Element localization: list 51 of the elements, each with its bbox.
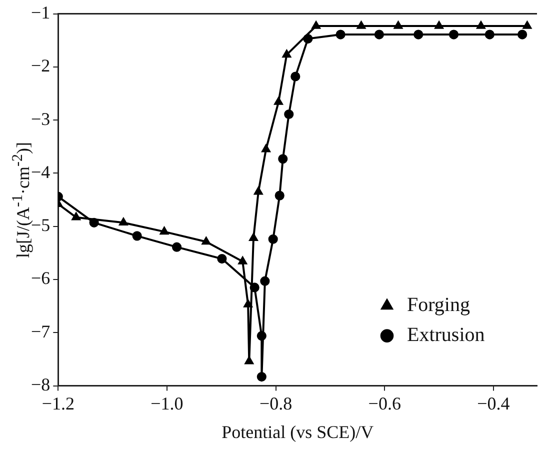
- point: [249, 233, 258, 241]
- x-tick-label: −0.8: [259, 393, 292, 414]
- point: [260, 276, 270, 286]
- point: [290, 72, 300, 82]
- point: [356, 21, 366, 29]
- point: [518, 30, 528, 40]
- point: [268, 234, 278, 244]
- point: [172, 242, 182, 252]
- point: [256, 331, 266, 341]
- point: [484, 30, 494, 40]
- point: [312, 21, 320, 29]
- point: [434, 21, 444, 29]
- point: [448, 30, 459, 40]
- point: [274, 190, 284, 200]
- point: [72, 212, 80, 220]
- point: [254, 187, 263, 195]
- y-tick-label: −3: [30, 108, 50, 129]
- legend-label: Extrusion: [407, 324, 485, 346]
- point: [132, 231, 142, 241]
- point: [284, 109, 294, 120]
- y-tick-label: −1: [30, 2, 50, 23]
- x-tick-label: −0.6: [368, 393, 401, 414]
- legend-label: Forging: [407, 294, 470, 316]
- point: [244, 356, 254, 364]
- y-tick-label: −6: [30, 268, 50, 288]
- y-tick-label: −4: [30, 162, 50, 182]
- point: [476, 21, 486, 29]
- x-tick-label: −1.0: [150, 393, 184, 414]
- point: [202, 236, 210, 245]
- y-tick-label: −5: [30, 215, 50, 236]
- point: [262, 144, 270, 152]
- point: [256, 372, 266, 382]
- y-tick-label: −8: [30, 374, 50, 395]
- point: [414, 30, 424, 40]
- point: [336, 30, 346, 40]
- point: [522, 21, 532, 29]
- point: [282, 50, 291, 58]
- point: [217, 254, 227, 264]
- point: [274, 97, 283, 105]
- y-tick-label: −7: [30, 321, 50, 342]
- point: [119, 218, 128, 226]
- point: [394, 21, 403, 29]
- point: [278, 154, 288, 164]
- x-tick-label: −1.2: [42, 393, 74, 414]
- point: [238, 256, 247, 264]
- point: [244, 300, 252, 308]
- y-tick-label: −2: [30, 56, 50, 76]
- x-axis-title: Potential (vs SCE)/V: [222, 422, 374, 442]
- x-tick-label: −0.4: [477, 393, 510, 414]
- point: [374, 30, 384, 40]
- point: [160, 226, 169, 235]
